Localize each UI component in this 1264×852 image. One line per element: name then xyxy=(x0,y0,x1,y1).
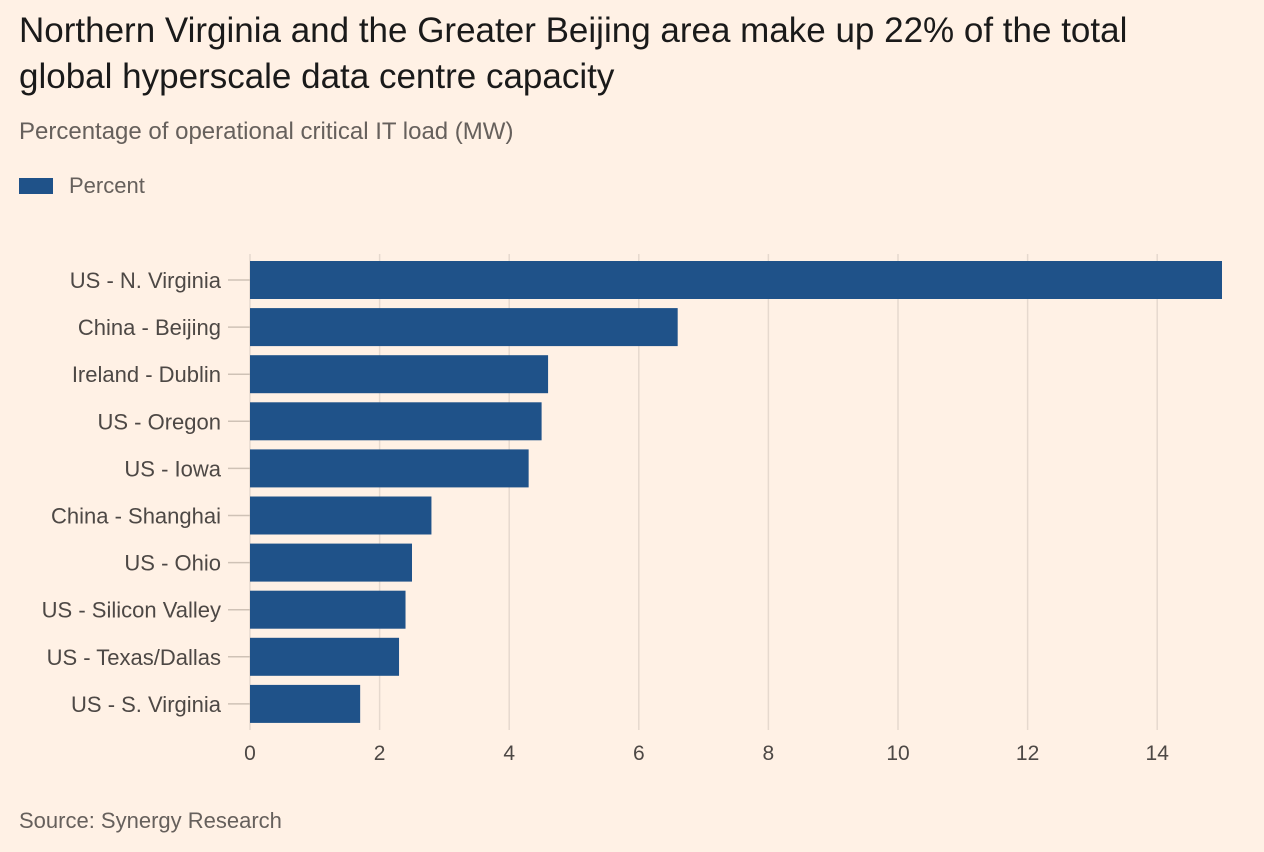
bar xyxy=(250,543,412,582)
category-label: US - Silicon Valley xyxy=(42,598,221,623)
category-label: US - Oregon xyxy=(98,409,222,434)
bar xyxy=(250,449,529,488)
legend-label: Percent xyxy=(69,173,145,198)
bar xyxy=(250,590,406,629)
legend: Percent xyxy=(19,173,145,199)
chart-title: Northern Virginia and the Greater Beijin… xyxy=(19,11,1128,96)
x-tick-label: 6 xyxy=(633,742,645,765)
bar xyxy=(250,261,1222,299)
category-label: US - N. Virginia xyxy=(70,268,222,293)
bar xyxy=(250,355,549,394)
bar xyxy=(250,402,542,441)
x-tick-label: 2 xyxy=(374,742,386,765)
bar xyxy=(250,496,432,535)
legend-swatch xyxy=(19,178,53,194)
x-tick-label: 12 xyxy=(1016,742,1039,765)
bar xyxy=(250,684,361,723)
category-label: China - Shanghai xyxy=(51,504,221,529)
x-tick-label: 14 xyxy=(1146,742,1170,765)
category-label: Ireland - Dublin xyxy=(72,362,221,387)
x-tick-label: 4 xyxy=(503,742,515,765)
chart-subtitle: Percentage of operational critical IT lo… xyxy=(19,118,514,145)
category-label: US - Texas/Dallas xyxy=(47,645,221,670)
category-label: US - S. Virginia xyxy=(71,692,222,717)
bar xyxy=(250,308,678,347)
bar xyxy=(250,637,400,676)
source-note: Source: Synergy Research xyxy=(19,808,282,833)
category-label: China - Beijing xyxy=(78,315,221,340)
x-tick-label: 0 xyxy=(244,742,256,765)
category-label: US - Ohio xyxy=(124,551,221,576)
x-tick-label: 8 xyxy=(763,742,775,765)
x-tick-label: 10 xyxy=(886,742,909,765)
category-label: US - Iowa xyxy=(124,456,221,481)
